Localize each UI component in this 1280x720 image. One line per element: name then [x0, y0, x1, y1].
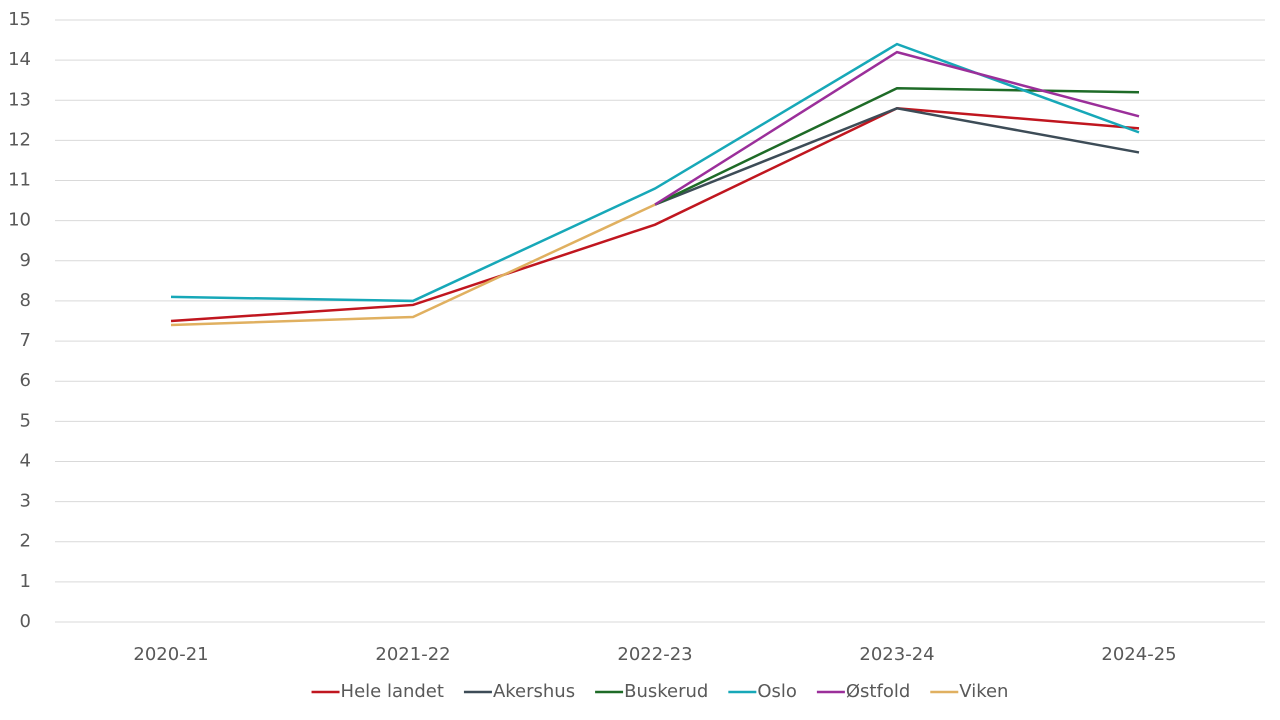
series-line — [654, 106, 1140, 206]
series-line — [654, 50, 1140, 206]
legend-label: Hele landet — [341, 681, 444, 702]
x-tick-label: 2021-22 — [375, 644, 450, 665]
legend: Hele landet Akershus Buskerud Oslo Østfold Vi… — [311, 681, 1008, 702]
y-tick-label: 10 — [8, 210, 31, 231]
y-tick-label: 9 — [20, 250, 31, 271]
y-tick-label: 2 — [20, 531, 31, 552]
series-line — [170, 203, 656, 327]
series-line — [654, 86, 1140, 206]
y-tick-label: 13 — [8, 89, 31, 110]
y-tick-label: 0 — [20, 611, 31, 632]
legend-label: Akershus — [493, 681, 575, 702]
series-line — [170, 107, 1140, 323]
y-tick-label: 6 — [20, 370, 31, 391]
x-tick-label: 2023-24 — [859, 644, 934, 665]
y-tick-label: 14 — [8, 49, 31, 70]
x-tick-label: 2024-25 — [1101, 644, 1176, 665]
y-tick-label: 11 — [8, 170, 31, 191]
y-tick-label: 4 — [20, 450, 31, 471]
legend-label: Viken — [959, 681, 1008, 702]
y-tick-label: 12 — [8, 129, 31, 150]
y-tick-label: 8 — [20, 290, 31, 311]
legend-label: Oslo — [757, 681, 797, 702]
y-tick-label: 7 — [20, 330, 31, 351]
y-tick-label: 1 — [20, 571, 31, 592]
y-tick-label: 5 — [20, 410, 31, 431]
series-line — [170, 42, 1140, 303]
x-tick-label: 2022-23 — [617, 644, 692, 665]
y-tick-label: 3 — [20, 491, 31, 512]
legend-label: Buskerud — [624, 681, 708, 702]
x-tick-label: 2020-21 — [133, 644, 208, 665]
legend-label: Østfold — [846, 681, 910, 702]
y-tick-label: 15 — [8, 9, 31, 30]
